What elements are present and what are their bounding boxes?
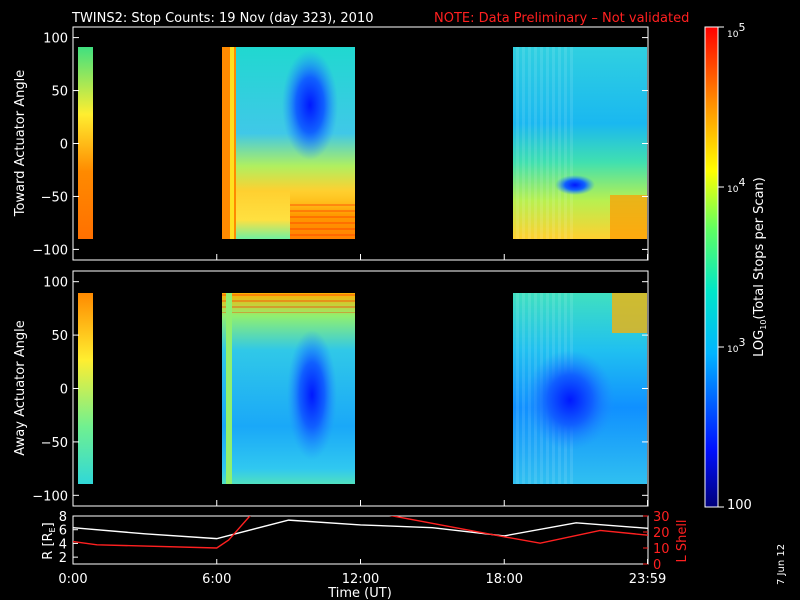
away-block-early	[78, 293, 93, 484]
away-ytick-label: 50	[51, 329, 68, 344]
away-low-count-region	[287, 330, 337, 460]
toward-heatmap-panel: 100 50 0 −50 −100 Toward Actuator Angle	[13, 26, 649, 261]
away-ytick-label: 0	[60, 383, 68, 398]
toward-block-early	[78, 47, 93, 239]
toward-heatmap-data	[78, 47, 647, 239]
orbit-time-axis: 0:00 6:00 12:00 18:00 23:59	[58, 254, 666, 587]
lshell-tick-label: 20	[653, 526, 670, 541]
away-edge-stripe	[226, 293, 232, 484]
toward-low-count-region	[282, 50, 338, 160]
toward-noise-band	[290, 200, 355, 239]
preliminary-note: NOTE: Data Preliminary – Not validated	[434, 11, 689, 26]
away-evening-high-region	[612, 293, 647, 333]
r-tick-label: 2	[59, 551, 67, 566]
toward-ytick-label: 0	[60, 138, 68, 153]
away-ytick-label: −50	[41, 436, 68, 451]
away-ytick-label: −100	[32, 489, 68, 504]
toward-evening-high-region	[610, 195, 647, 239]
x-axis-label: Time (UT)	[327, 586, 392, 600]
away-heatmap-data	[78, 293, 647, 484]
r-axis-label: R [RE]	[41, 522, 57, 559]
r-tick-label: 4	[59, 537, 67, 552]
toward-vertical-stripes	[513, 47, 573, 239]
colorbar-tick-label: 100	[727, 498, 752, 513]
lshell-tick-label: 0	[653, 558, 661, 573]
colorbar-ticks: 105 104 103 100	[718, 21, 752, 513]
lshell-tick-label: 10	[653, 542, 670, 557]
lshell-axis-label: L Shell	[675, 519, 690, 562]
time-tick-label: 18:00	[486, 572, 523, 587]
time-tick-label: 12:00	[342, 572, 379, 587]
r-tick-label: 6	[59, 524, 67, 539]
toward-ytick-label: 100	[43, 32, 68, 47]
toward-y-label: Toward Actuator Angle	[13, 70, 28, 217]
lshell-tick-label: 30	[653, 510, 670, 525]
time-tick-label: 23:59	[629, 572, 666, 587]
toward-edge-stripe-2	[230, 47, 234, 239]
orbit-lines	[73, 516, 648, 549]
toward-evening-low-region	[555, 175, 595, 195]
away-noise-band	[222, 293, 355, 313]
r-distance-line	[73, 519, 648, 540]
toward-ytick-label: −50	[41, 190, 68, 205]
colorbar-tick-label: 105	[727, 21, 745, 40]
away-ytick-label: 100	[43, 276, 68, 291]
toward-ytick-label: 50	[51, 85, 68, 100]
orbit-panel-frame	[72, 515, 649, 565]
toward-ytick-label: −100	[32, 243, 68, 258]
colorbar-label: LOG10(Total Stops per Scan)	[752, 177, 768, 357]
time-tick-label: 6:00	[202, 572, 231, 587]
date-stamp: 7 Jun 12	[776, 544, 787, 585]
r-tick-label: 8	[59, 510, 67, 525]
time-tick-label: 0:00	[58, 572, 87, 587]
colorbar-tick-label: 104	[727, 176, 745, 195]
colorbar-tick-label: 103	[727, 336, 745, 355]
away-y-label: Away Actuator Angle	[13, 320, 28, 455]
away-evening-low-region	[525, 350, 615, 450]
lshell-line	[73, 516, 648, 549]
chart-title: TWINS2: Stop Counts: 19 Nov (day 323), 2…	[71, 11, 374, 26]
colorbar-gradient	[704, 26, 719, 508]
colorbar: 105 104 103 100 LOG10(Total Stops per Scan)	[704, 21, 768, 513]
toward-y-axis: 100 50 0 −50 −100	[32, 32, 648, 258]
away-heatmap-panel: 100 50 0 −50 −100 Away Actuator Angle	[13, 270, 649, 507]
away-y-axis: 100 50 0 −50 −100	[32, 276, 648, 504]
